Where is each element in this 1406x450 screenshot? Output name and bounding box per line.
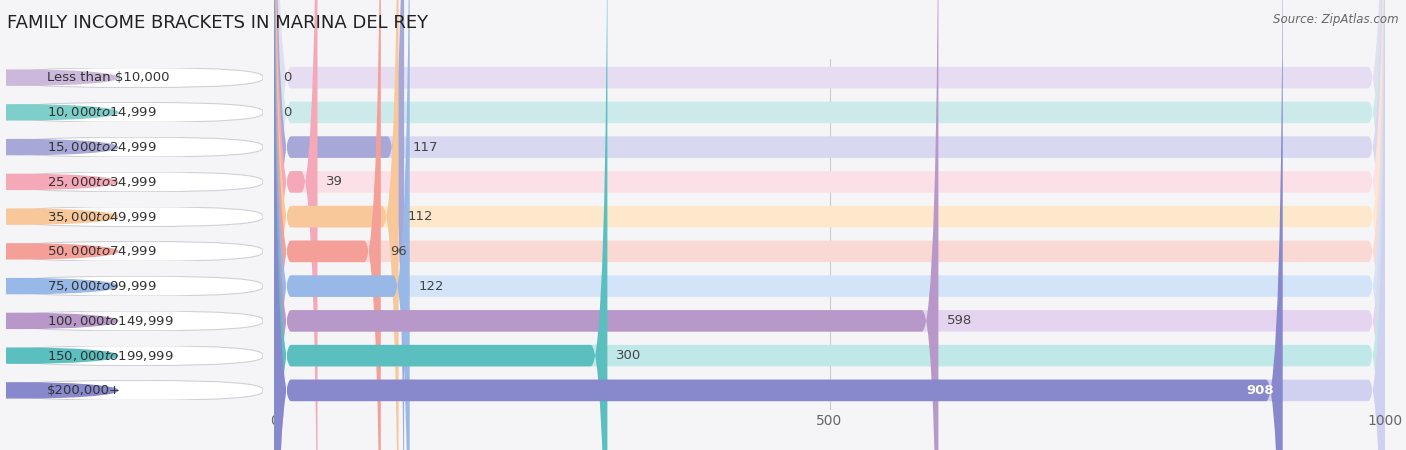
Text: 39: 39 (326, 176, 343, 189)
Circle shape (0, 209, 118, 224)
Text: $10,000 to $14,999: $10,000 to $14,999 (46, 105, 156, 119)
FancyBboxPatch shape (274, 0, 398, 450)
FancyBboxPatch shape (6, 311, 263, 331)
FancyBboxPatch shape (274, 0, 381, 450)
Text: $35,000 to $49,999: $35,000 to $49,999 (46, 210, 156, 224)
FancyBboxPatch shape (274, 0, 318, 450)
Text: 598: 598 (948, 315, 973, 328)
Text: 122: 122 (419, 279, 444, 292)
Circle shape (0, 174, 118, 189)
FancyBboxPatch shape (274, 0, 1385, 450)
FancyBboxPatch shape (6, 137, 263, 157)
Text: $75,000 to $99,999: $75,000 to $99,999 (46, 279, 156, 293)
FancyBboxPatch shape (6, 346, 263, 365)
FancyBboxPatch shape (274, 0, 607, 450)
FancyBboxPatch shape (6, 276, 263, 296)
Text: Source: ZipAtlas.com: Source: ZipAtlas.com (1274, 14, 1399, 27)
FancyBboxPatch shape (6, 207, 263, 226)
Text: $25,000 to $34,999: $25,000 to $34,999 (46, 175, 156, 189)
FancyBboxPatch shape (274, 0, 1385, 450)
FancyBboxPatch shape (274, 0, 1385, 450)
Text: 0: 0 (283, 106, 291, 119)
Text: 117: 117 (413, 140, 439, 153)
Text: $50,000 to $74,999: $50,000 to $74,999 (46, 244, 156, 258)
Text: 300: 300 (616, 349, 641, 362)
FancyBboxPatch shape (274, 0, 404, 450)
Text: $150,000 to $199,999: $150,000 to $199,999 (46, 349, 173, 363)
FancyBboxPatch shape (274, 0, 938, 450)
Circle shape (0, 140, 118, 155)
FancyBboxPatch shape (274, 0, 1385, 450)
Text: Less than $10,000: Less than $10,000 (46, 71, 169, 84)
Text: $15,000 to $24,999: $15,000 to $24,999 (46, 140, 156, 154)
Text: FAMILY INCOME BRACKETS IN MARINA DEL REY: FAMILY INCOME BRACKETS IN MARINA DEL REY (7, 14, 429, 32)
FancyBboxPatch shape (274, 0, 1385, 450)
Text: $200,000+: $200,000+ (46, 384, 121, 397)
Circle shape (0, 279, 118, 294)
FancyBboxPatch shape (274, 0, 409, 450)
Circle shape (0, 348, 118, 363)
FancyBboxPatch shape (274, 0, 1385, 450)
FancyBboxPatch shape (274, 0, 1385, 450)
Text: 112: 112 (408, 210, 433, 223)
FancyBboxPatch shape (274, 0, 1282, 450)
Circle shape (0, 105, 118, 120)
Circle shape (0, 244, 118, 259)
FancyBboxPatch shape (274, 0, 1385, 450)
Circle shape (0, 313, 118, 328)
Circle shape (0, 70, 118, 85)
Circle shape (0, 383, 118, 398)
FancyBboxPatch shape (274, 0, 1385, 450)
FancyBboxPatch shape (6, 68, 263, 88)
Text: 908: 908 (1246, 384, 1274, 397)
FancyBboxPatch shape (6, 172, 263, 192)
Text: $100,000 to $149,999: $100,000 to $149,999 (46, 314, 173, 328)
FancyBboxPatch shape (274, 0, 1385, 450)
FancyBboxPatch shape (6, 380, 263, 400)
Text: 0: 0 (283, 71, 291, 84)
FancyBboxPatch shape (6, 103, 263, 122)
FancyBboxPatch shape (6, 242, 263, 261)
Text: 96: 96 (389, 245, 406, 258)
